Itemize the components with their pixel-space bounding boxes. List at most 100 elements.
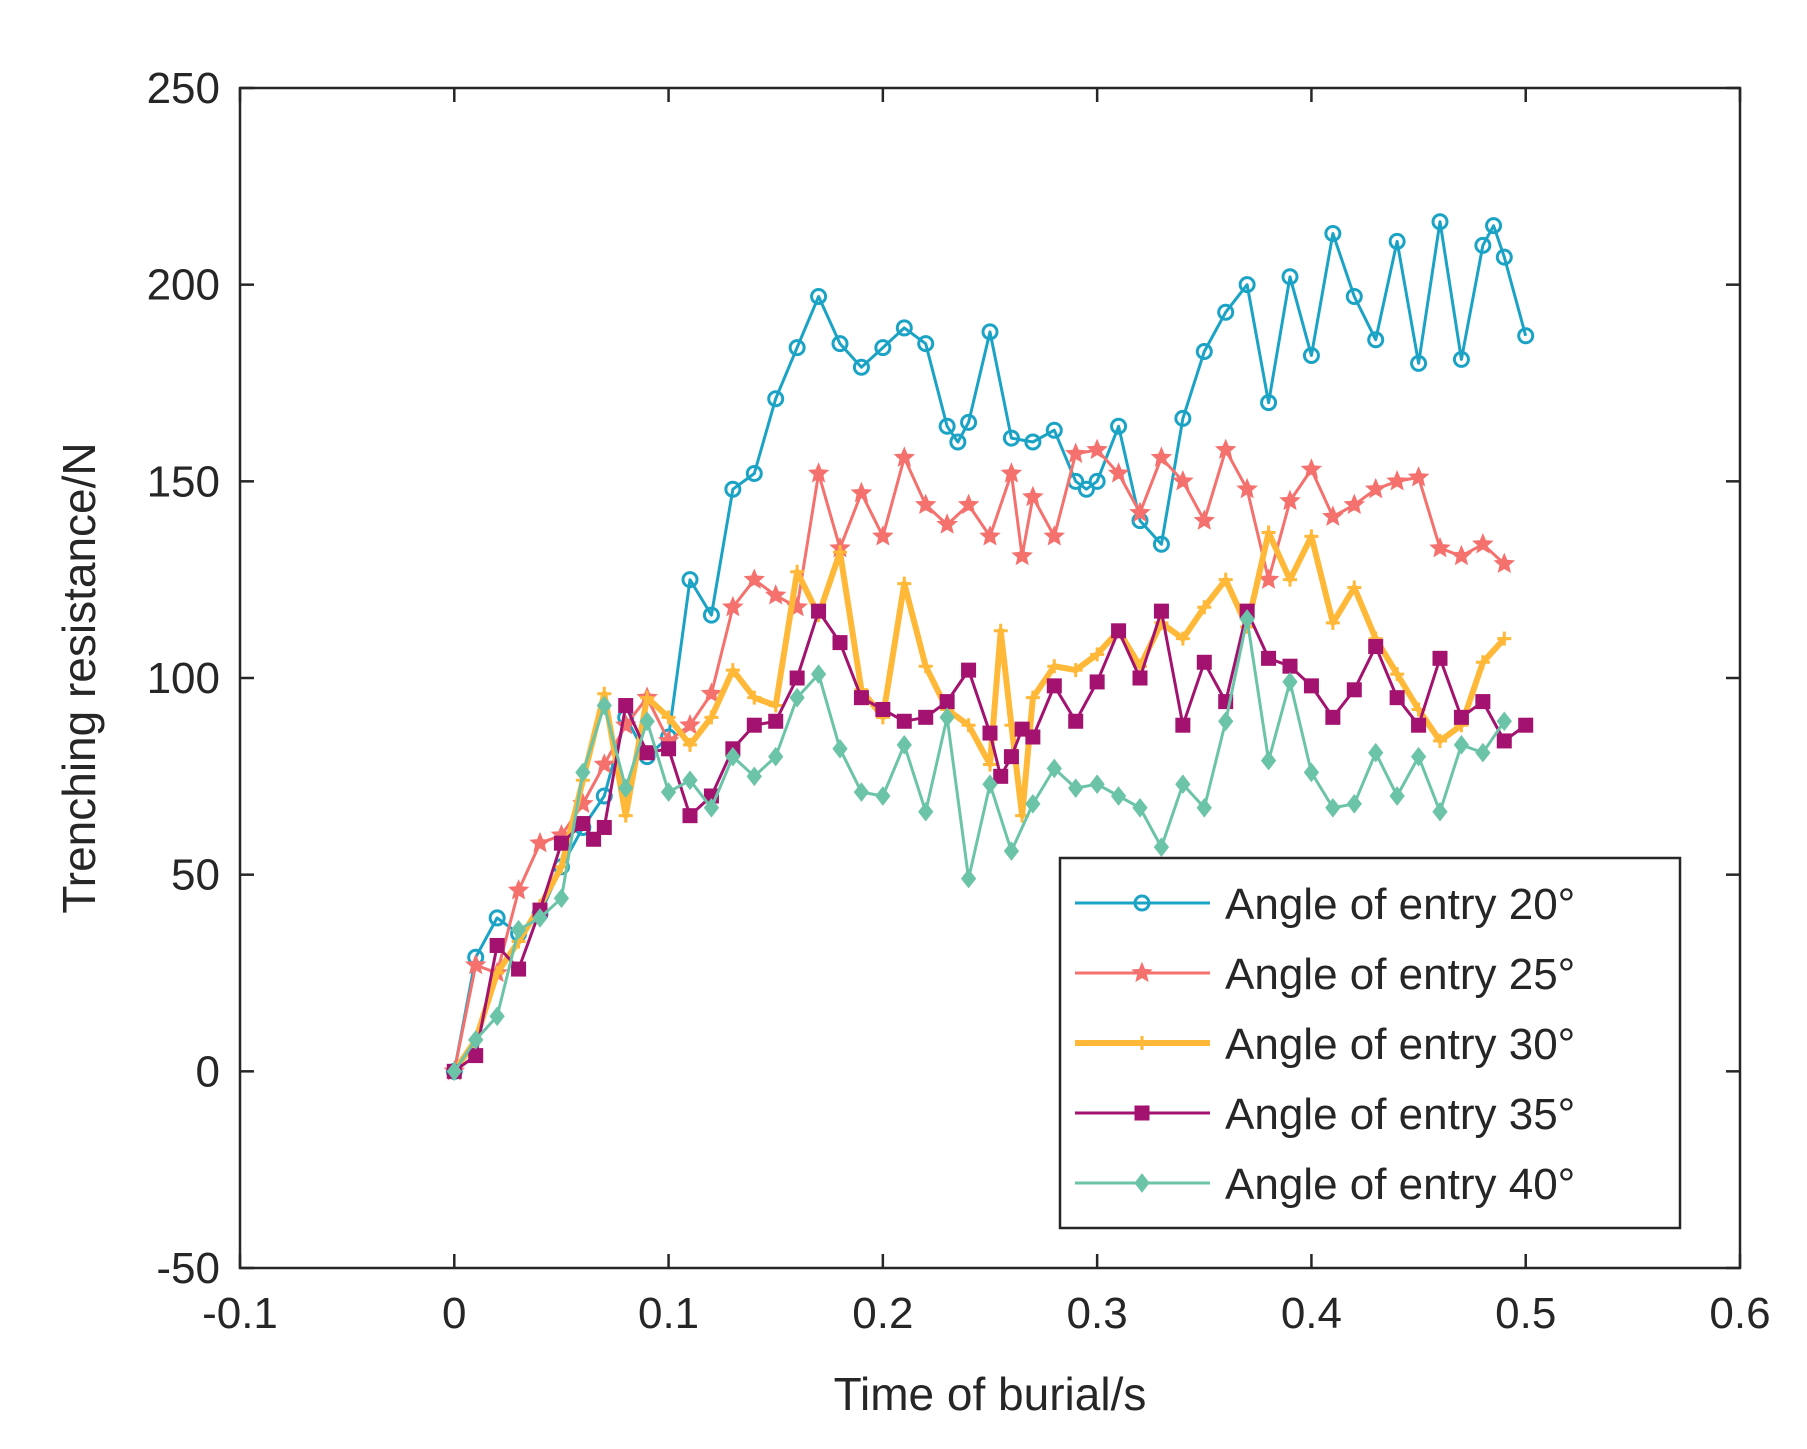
data-point — [1088, 472, 1106, 490]
data-point — [768, 713, 784, 729]
data-point — [1046, 758, 1062, 779]
data-point — [764, 584, 787, 605]
data-point — [745, 464, 763, 482]
data-point — [960, 868, 977, 889]
data-point — [746, 766, 762, 787]
data-point — [596, 695, 612, 716]
data-point — [1260, 750, 1277, 771]
data-point — [993, 768, 1009, 784]
data-point — [896, 713, 912, 729]
data-point — [810, 287, 828, 305]
data-point — [1432, 801, 1448, 822]
data-point — [1345, 287, 1363, 305]
series-angle-of-entry-40 — [446, 609, 1512, 1082]
data-point — [1410, 746, 1427, 767]
legend-marker — [1135, 1036, 1149, 1050]
data-point — [918, 801, 934, 822]
data-point — [488, 909, 506, 927]
data-point — [464, 953, 487, 975]
legend-marker — [1134, 1105, 1150, 1121]
data-point — [789, 687, 805, 708]
series-angle-of-entry-25 — [443, 438, 1516, 1081]
y-tick-label: 200 — [147, 261, 220, 310]
data-point — [1047, 659, 1062, 674]
data-point — [553, 888, 570, 909]
data-point — [895, 319, 913, 337]
data-point — [983, 757, 997, 772]
legend-item: Angle of entry 40° — [1075, 1160, 1575, 1209]
data-point — [1429, 536, 1451, 558]
data-point — [682, 808, 698, 824]
data-point — [1324, 225, 1342, 243]
data-point — [1238, 276, 1256, 294]
data-point — [446, 1061, 462, 1082]
data-point — [747, 690, 762, 705]
data-point — [1300, 458, 1323, 479]
data-point — [511, 961, 527, 977]
data-point — [1325, 615, 1340, 630]
data-point — [1472, 533, 1494, 554]
data-point — [1025, 729, 1041, 745]
data-point — [575, 816, 591, 832]
legend-item: Angle of entry 30° — [1075, 1020, 1575, 1069]
x-tick-label: 0.4 — [1281, 1289, 1342, 1338]
data-point — [1433, 733, 1447, 748]
legend-label: Angle of entry 40° — [1225, 1160, 1575, 1209]
data-point — [618, 698, 634, 714]
data-point — [618, 778, 634, 798]
legend-label: Angle of entry 20° — [1225, 880, 1575, 929]
data-point — [768, 698, 783, 713]
data-point — [875, 786, 891, 806]
data-point — [938, 417, 956, 435]
data-point — [914, 493, 937, 515]
data-point — [1346, 794, 1362, 814]
data-point — [529, 831, 551, 853]
data-point — [1195, 343, 1213, 361]
data-point — [724, 480, 742, 498]
data-point — [1485, 217, 1503, 235]
data-point — [1043, 525, 1066, 546]
data-point — [489, 937, 505, 953]
legend-label: Angle of entry 25° — [1225, 950, 1575, 999]
data-point — [1452, 350, 1470, 368]
x-tick-label: 0 — [442, 1289, 466, 1338]
data-point — [1279, 489, 1301, 511]
legend-label: Angle of entry 30° — [1225, 1020, 1575, 1069]
data-point — [1111, 623, 1127, 639]
data-point — [1172, 469, 1194, 491]
data-point — [872, 525, 894, 546]
data-point — [1089, 674, 1105, 690]
data-point — [939, 707, 955, 728]
data-point — [1303, 762, 1320, 783]
data-point — [897, 576, 912, 591]
data-point — [1389, 690, 1405, 706]
data-point — [1239, 609, 1255, 629]
data-point — [1518, 717, 1534, 733]
data-point — [1068, 778, 1084, 798]
data-point — [1364, 477, 1387, 499]
data-point — [1218, 711, 1234, 732]
data-point — [939, 694, 955, 710]
y-tick-label: 100 — [147, 654, 220, 703]
data-point — [743, 568, 766, 589]
data-point — [1077, 480, 1095, 498]
data-point — [1193, 509, 1216, 530]
data-point — [1196, 654, 1212, 670]
data-point — [949, 433, 967, 451]
data-point — [1068, 663, 1083, 678]
data-point — [788, 339, 806, 357]
data-point — [1011, 544, 1033, 566]
x-tick-label: 0.2 — [852, 1289, 913, 1338]
data-point — [468, 1048, 484, 1064]
data-point — [553, 835, 569, 851]
data-point — [468, 1030, 484, 1050]
data-point — [1025, 690, 1040, 705]
data-point — [807, 462, 830, 483]
data-point — [702, 606, 720, 624]
legend-marker — [1134, 1173, 1150, 1193]
data-point — [1150, 446, 1173, 467]
data-point — [1000, 462, 1023, 483]
series-line-angle-of-entry-40 — [453, 617, 1506, 1073]
data-point — [961, 662, 977, 678]
data-point — [1003, 841, 1020, 861]
